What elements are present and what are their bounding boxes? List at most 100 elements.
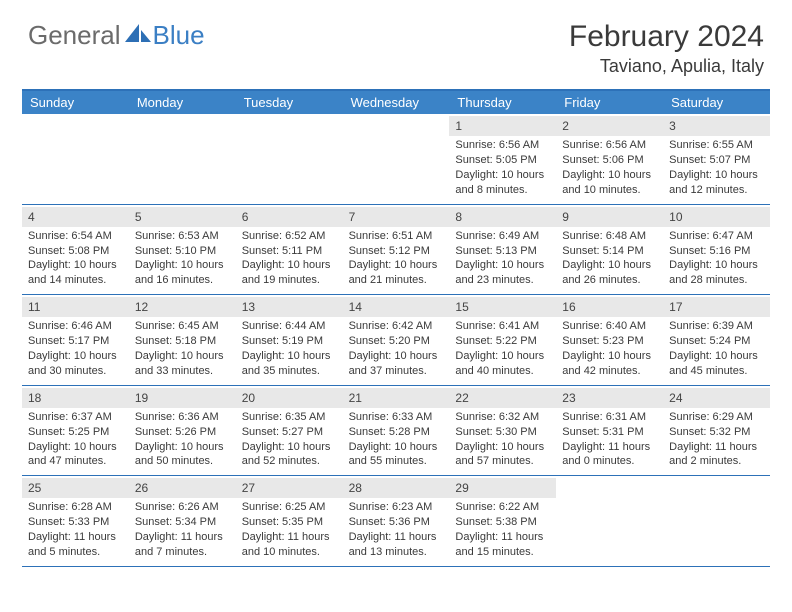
sunset-text: Sunset: 5:08 PM — [28, 244, 123, 259]
sunrise-text: Sunrise: 6:28 AM — [28, 500, 123, 515]
sunrise-text: Sunrise: 6:36 AM — [135, 410, 230, 425]
calendar-day: 4Sunrise: 6:54 AMSunset: 5:08 PMDaylight… — [22, 205, 129, 295]
sunset-text: Sunset: 5:13 PM — [455, 244, 550, 259]
calendar-day: 5Sunrise: 6:53 AMSunset: 5:10 PMDaylight… — [129, 205, 236, 295]
daylight-text: Daylight: 10 hours and 16 minutes. — [135, 258, 230, 288]
daylight-text: Daylight: 10 hours and 45 minutes. — [669, 349, 764, 379]
weekday-label: Wednesday — [343, 91, 450, 114]
sunrise-text: Sunrise: 6:33 AM — [349, 410, 444, 425]
calendar-day: 6Sunrise: 6:52 AMSunset: 5:11 PMDaylight… — [236, 205, 343, 295]
logo-text-2: Blue — [153, 20, 205, 51]
sunset-text: Sunset: 5:20 PM — [349, 334, 444, 349]
sunset-text: Sunset: 5:26 PM — [135, 425, 230, 440]
logo-text-1: General — [28, 20, 121, 51]
day-info: Sunrise: 6:39 AMSunset: 5:24 PMDaylight:… — [669, 319, 764, 378]
calendar-day — [22, 114, 129, 204]
sunrise-text: Sunrise: 6:44 AM — [242, 319, 337, 334]
day-info: Sunrise: 6:55 AMSunset: 5:07 PMDaylight:… — [669, 138, 764, 197]
daylight-text: Daylight: 10 hours and 19 minutes. — [242, 258, 337, 288]
weekday-label: Friday — [556, 91, 663, 114]
calendar-day: 11Sunrise: 6:46 AMSunset: 5:17 PMDayligh… — [22, 295, 129, 385]
calendar-day: 16Sunrise: 6:40 AMSunset: 5:23 PMDayligh… — [556, 295, 663, 385]
daylight-text: Daylight: 10 hours and 23 minutes. — [455, 258, 550, 288]
daylight-text: Daylight: 10 hours and 40 minutes. — [455, 349, 550, 379]
calendar-week: 25Sunrise: 6:28 AMSunset: 5:33 PMDayligh… — [22, 476, 770, 567]
sunset-text: Sunset: 5:33 PM — [28, 515, 123, 530]
calendar-day — [129, 114, 236, 204]
calendar-day: 13Sunrise: 6:44 AMSunset: 5:19 PMDayligh… — [236, 295, 343, 385]
daylight-text: Daylight: 10 hours and 26 minutes. — [562, 258, 657, 288]
sunset-text: Sunset: 5:23 PM — [562, 334, 657, 349]
day-info: Sunrise: 6:56 AMSunset: 5:05 PMDaylight:… — [455, 138, 550, 197]
day-info: Sunrise: 6:29 AMSunset: 5:32 PMDaylight:… — [669, 410, 764, 469]
daylight-text: Daylight: 10 hours and 47 minutes. — [28, 440, 123, 470]
sunset-text: Sunset: 5:34 PM — [135, 515, 230, 530]
day-number: 3 — [663, 116, 770, 136]
daylight-text: Daylight: 10 hours and 50 minutes. — [135, 440, 230, 470]
sunrise-text: Sunrise: 6:26 AM — [135, 500, 230, 515]
daylight-text: Daylight: 11 hours and 7 minutes. — [135, 530, 230, 560]
day-info: Sunrise: 6:23 AMSunset: 5:36 PMDaylight:… — [349, 500, 444, 559]
day-info: Sunrise: 6:36 AMSunset: 5:26 PMDaylight:… — [135, 410, 230, 469]
sunset-text: Sunset: 5:30 PM — [455, 425, 550, 440]
sunrise-text: Sunrise: 6:48 AM — [562, 229, 657, 244]
daylight-text: Daylight: 10 hours and 55 minutes. — [349, 440, 444, 470]
calendar-week: 11Sunrise: 6:46 AMSunset: 5:17 PMDayligh… — [22, 295, 770, 386]
day-info: Sunrise: 6:42 AMSunset: 5:20 PMDaylight:… — [349, 319, 444, 378]
weekday-label: Thursday — [449, 91, 556, 114]
calendar-day: 19Sunrise: 6:36 AMSunset: 5:26 PMDayligh… — [129, 386, 236, 476]
logo: General Blue — [28, 20, 205, 51]
sunrise-text: Sunrise: 6:45 AM — [135, 319, 230, 334]
day-info: Sunrise: 6:56 AMSunset: 5:06 PMDaylight:… — [562, 138, 657, 197]
sunset-text: Sunset: 5:11 PM — [242, 244, 337, 259]
calendar-day: 8Sunrise: 6:49 AMSunset: 5:13 PMDaylight… — [449, 205, 556, 295]
day-info: Sunrise: 6:48 AMSunset: 5:14 PMDaylight:… — [562, 229, 657, 288]
sunset-text: Sunset: 5:19 PM — [242, 334, 337, 349]
sunrise-text: Sunrise: 6:29 AM — [669, 410, 764, 425]
sunrise-text: Sunrise: 6:40 AM — [562, 319, 657, 334]
weekdays-header: Sunday Monday Tuesday Wednesday Thursday… — [22, 91, 770, 114]
sunrise-text: Sunrise: 6:55 AM — [669, 138, 764, 153]
day-info: Sunrise: 6:53 AMSunset: 5:10 PMDaylight:… — [135, 229, 230, 288]
calendar-day: 14Sunrise: 6:42 AMSunset: 5:20 PMDayligh… — [343, 295, 450, 385]
sunset-text: Sunset: 5:27 PM — [242, 425, 337, 440]
calendar-day: 9Sunrise: 6:48 AMSunset: 5:14 PMDaylight… — [556, 205, 663, 295]
logo-sail-icon — [125, 20, 151, 51]
day-info: Sunrise: 6:40 AMSunset: 5:23 PMDaylight:… — [562, 319, 657, 378]
sunset-text: Sunset: 5:36 PM — [349, 515, 444, 530]
day-number: 21 — [343, 388, 450, 408]
day-number: 12 — [129, 297, 236, 317]
calendar-day: 18Sunrise: 6:37 AMSunset: 5:25 PMDayligh… — [22, 386, 129, 476]
daylight-text: Daylight: 10 hours and 12 minutes. — [669, 168, 764, 198]
day-info: Sunrise: 6:35 AMSunset: 5:27 PMDaylight:… — [242, 410, 337, 469]
sunset-text: Sunset: 5:35 PM — [242, 515, 337, 530]
daylight-text: Daylight: 11 hours and 0 minutes. — [562, 440, 657, 470]
calendar-day: 10Sunrise: 6:47 AMSunset: 5:16 PMDayligh… — [663, 205, 770, 295]
day-info: Sunrise: 6:54 AMSunset: 5:08 PMDaylight:… — [28, 229, 123, 288]
day-number: 15 — [449, 297, 556, 317]
sunset-text: Sunset: 5:05 PM — [455, 153, 550, 168]
daylight-text: Daylight: 10 hours and 10 minutes. — [562, 168, 657, 198]
calendar-week: 4Sunrise: 6:54 AMSunset: 5:08 PMDaylight… — [22, 205, 770, 296]
sunrise-text: Sunrise: 6:32 AM — [455, 410, 550, 425]
weekday-label: Sunday — [22, 91, 129, 114]
daylight-text: Daylight: 11 hours and 13 minutes. — [349, 530, 444, 560]
day-info: Sunrise: 6:46 AMSunset: 5:17 PMDaylight:… — [28, 319, 123, 378]
daylight-text: Daylight: 11 hours and 10 minutes. — [242, 530, 337, 560]
day-number: 7 — [343, 207, 450, 227]
day-info: Sunrise: 6:31 AMSunset: 5:31 PMDaylight:… — [562, 410, 657, 469]
calendar-day: 23Sunrise: 6:31 AMSunset: 5:31 PMDayligh… — [556, 386, 663, 476]
day-number: 29 — [449, 478, 556, 498]
sunset-text: Sunset: 5:38 PM — [455, 515, 550, 530]
sunrise-text: Sunrise: 6:47 AM — [669, 229, 764, 244]
calendar-day: 21Sunrise: 6:33 AMSunset: 5:28 PMDayligh… — [343, 386, 450, 476]
daylight-text: Daylight: 10 hours and 8 minutes. — [455, 168, 550, 198]
weekday-label: Monday — [129, 91, 236, 114]
day-number: 19 — [129, 388, 236, 408]
sunrise-text: Sunrise: 6:56 AM — [562, 138, 657, 153]
day-info: Sunrise: 6:32 AMSunset: 5:30 PMDaylight:… — [455, 410, 550, 469]
day-info: Sunrise: 6:49 AMSunset: 5:13 PMDaylight:… — [455, 229, 550, 288]
daylight-text: Daylight: 10 hours and 21 minutes. — [349, 258, 444, 288]
day-number: 13 — [236, 297, 343, 317]
calendar-day — [236, 114, 343, 204]
